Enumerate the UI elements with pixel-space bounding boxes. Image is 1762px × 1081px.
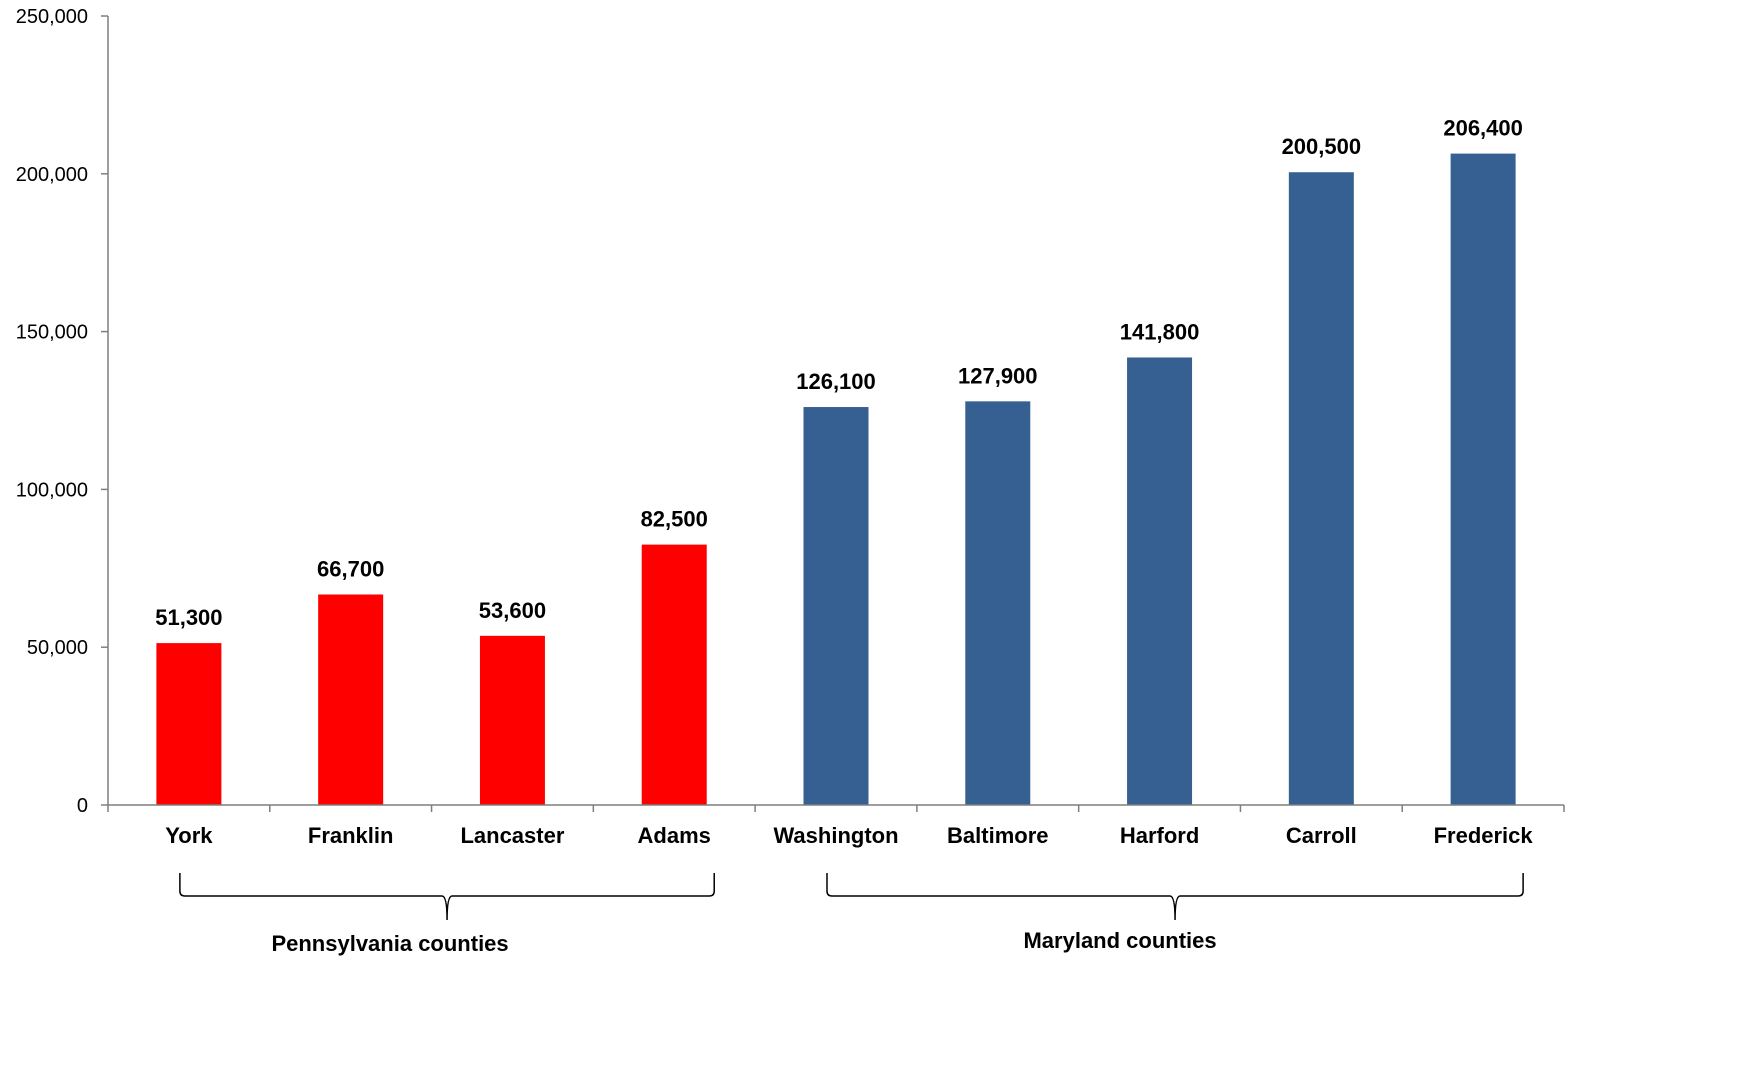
y-axis-ticks: 0 50,000 100,000 150,000 200,000 250,000 xyxy=(16,6,108,817)
bar-adams xyxy=(641,544,707,805)
category-label: Adams xyxy=(638,823,711,848)
category-label: Washington xyxy=(773,823,898,848)
group-brace xyxy=(179,873,715,921)
y-tick-label: 250,000 xyxy=(16,6,88,28)
category-label: Frederick xyxy=(1434,823,1534,848)
group-brace xyxy=(826,873,1524,921)
data-label: 127,900 xyxy=(958,363,1038,388)
bar-york xyxy=(156,643,222,805)
category-label: Carroll xyxy=(1286,823,1357,848)
bar-baltimore xyxy=(965,401,1031,805)
data-label: 51,300 xyxy=(155,605,222,630)
data-label: 141,800 xyxy=(1120,319,1200,344)
y-tick-label: 50,000 xyxy=(27,637,88,659)
data-label: 200,500 xyxy=(1282,134,1362,159)
data-label: 126,100 xyxy=(796,369,876,394)
group-label: Pennsylvania counties xyxy=(271,931,508,956)
category-labels: York Franklin Lancaster Adams Washington Balt… xyxy=(165,823,1533,848)
y-tick-label: 200,000 xyxy=(16,164,88,186)
y-tick-label: 100,000 xyxy=(16,479,88,501)
bar-harford xyxy=(1127,357,1193,805)
category-label: Lancaster xyxy=(460,823,564,848)
bar-franklin xyxy=(318,594,384,805)
bars xyxy=(156,153,1516,806)
bar-washington xyxy=(803,407,869,805)
y-tick-label: 0 xyxy=(77,795,88,817)
category-label: York xyxy=(165,823,213,848)
y-tick-label: 150,000 xyxy=(16,322,88,344)
x-axis-ticks xyxy=(107,805,1565,812)
category-label: Baltimore xyxy=(947,823,1048,848)
group-braces: Pennsylvania counties Maryland counties xyxy=(179,873,1524,956)
group-label: Maryland counties xyxy=(1023,928,1216,953)
bar-frederick xyxy=(1450,153,1516,806)
bar-lancaster xyxy=(479,635,545,805)
axes xyxy=(107,16,1564,806)
category-label: Franklin xyxy=(308,823,394,848)
category-label: Harford xyxy=(1120,823,1199,848)
data-label: 53,600 xyxy=(479,598,546,623)
data-label: 206,400 xyxy=(1443,116,1523,141)
data-label: 82,500 xyxy=(641,507,708,532)
bar-carroll xyxy=(1288,172,1354,806)
data-labels: 51,300 66,700 53,600 82,500 126,100 127,900 14… xyxy=(155,116,1523,630)
data-label: 66,700 xyxy=(317,556,384,581)
